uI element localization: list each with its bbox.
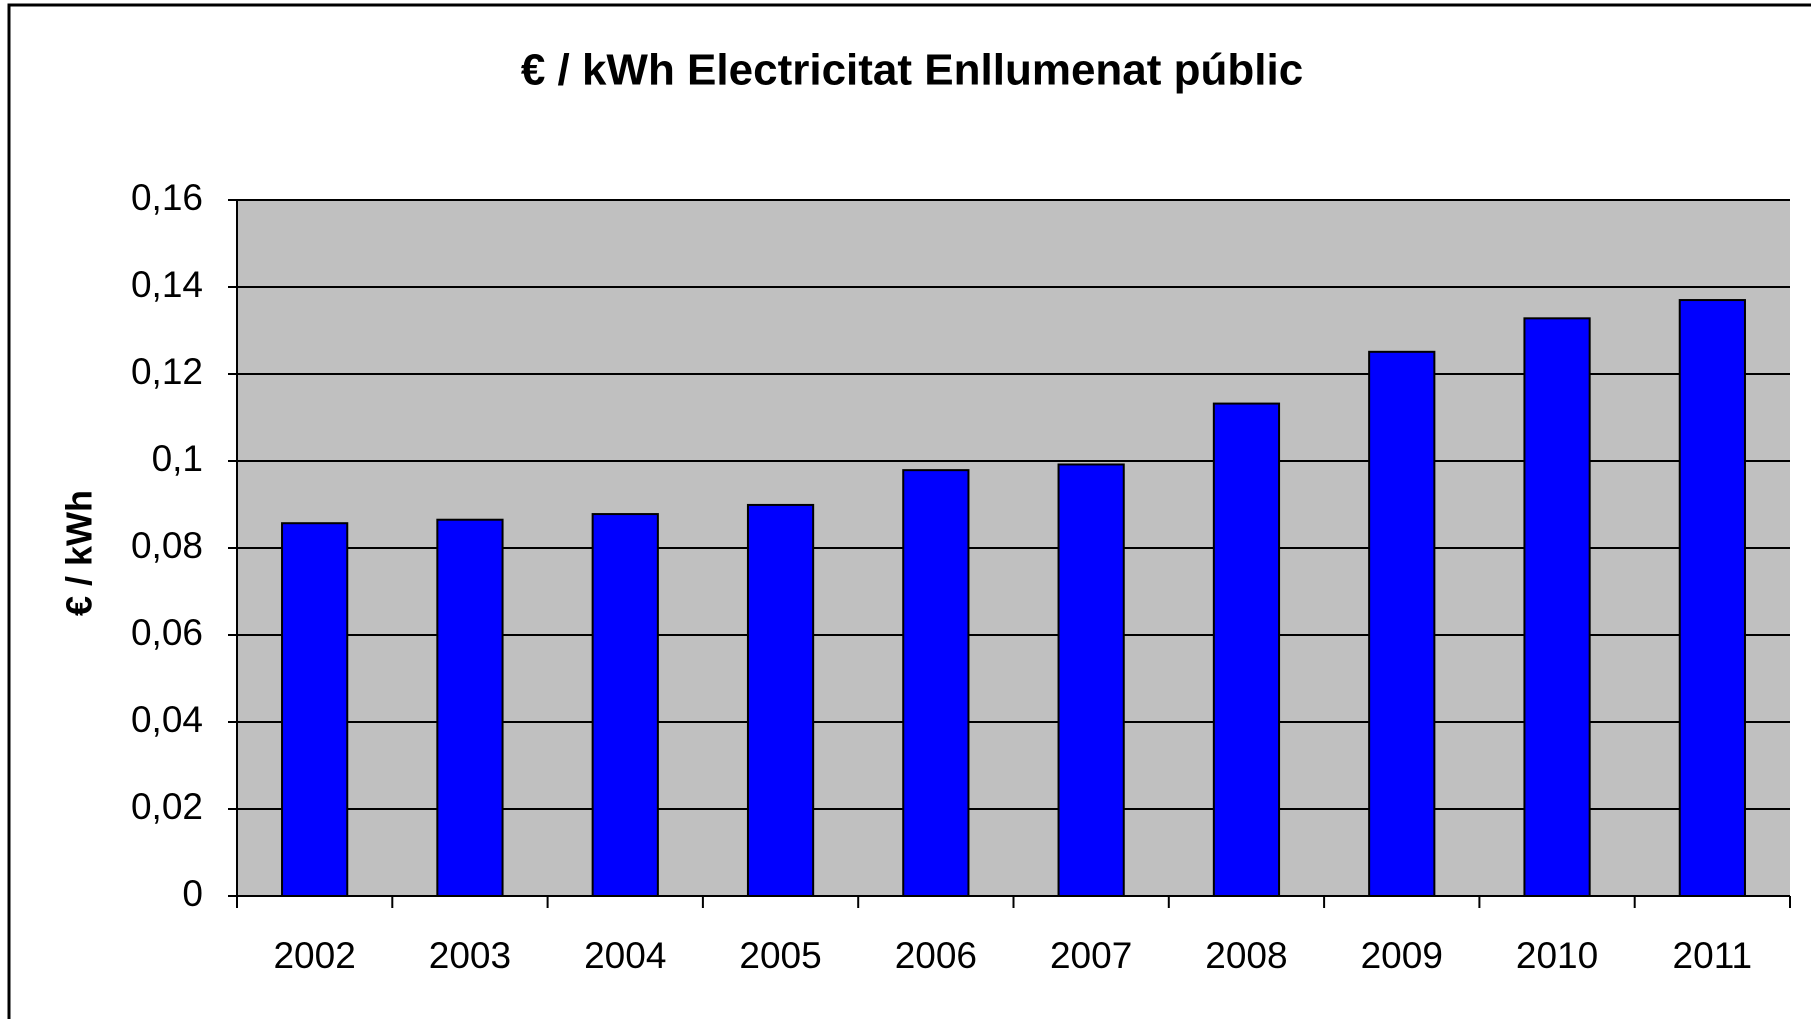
- bar: [746, 503, 815, 897]
- y-tick-label: 0,1: [152, 438, 203, 479]
- y-tick-label: 0,02: [131, 786, 203, 827]
- y-tick-label: 0,14: [131, 264, 203, 305]
- x-tick-label: 2010: [1516, 935, 1598, 976]
- bar: [281, 522, 349, 898]
- bar: [436, 518, 504, 897]
- x-tick-label: 2007: [1050, 935, 1132, 976]
- bar: [1368, 350, 1436, 897]
- chart-frame: [7, 3, 1811, 1024]
- x-tick-label: 2004: [584, 935, 666, 976]
- bar: [1678, 299, 1746, 897]
- chart-title: € / kWh Electricitat Enllumenat públic: [521, 46, 1303, 95]
- y-tick-label: 0,16: [131, 177, 203, 218]
- y-tick-label: 0: [182, 873, 203, 914]
- y-tick-label: 0,06: [131, 612, 203, 653]
- bar: [1212, 402, 1281, 897]
- y-tick-label: 0,08: [131, 525, 203, 566]
- y-axis-label: € / kWh: [59, 490, 100, 616]
- x-tick-label: 2008: [1205, 935, 1287, 976]
- bar: [1057, 463, 1125, 897]
- y-tick-label: 0,04: [131, 699, 203, 740]
- x-tick-label: 2006: [895, 935, 977, 976]
- bar: [902, 469, 970, 897]
- bar: [591, 513, 659, 897]
- x-tick-label: 2002: [273, 935, 355, 976]
- x-tick-label: 2011: [1673, 935, 1753, 976]
- y-tick-label: 0,12: [131, 351, 203, 392]
- x-tick-label: 2005: [739, 935, 821, 976]
- x-tick-label: 2003: [429, 935, 511, 976]
- bar: [1523, 317, 1591, 897]
- x-tick-label: 2009: [1361, 935, 1443, 976]
